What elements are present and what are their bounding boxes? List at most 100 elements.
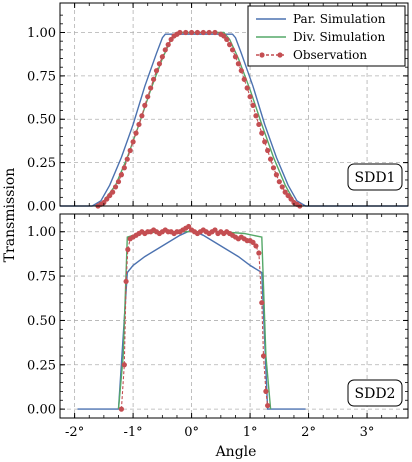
- observation-point: [177, 29, 183, 36]
- observation-point: [150, 76, 157, 82]
- observation-line: [120, 225, 269, 410]
- observation-point: [124, 156, 130, 162]
- observation-point: [262, 139, 268, 145]
- y-axis-label: Transmission: [2, 168, 18, 263]
- y-tick-label: 1.00: [27, 225, 56, 240]
- observation-point: [288, 196, 294, 202]
- observation-point: [110, 189, 116, 195]
- observation-point: [165, 42, 171, 48]
- observation-point: [118, 172, 125, 178]
- observation-point: [282, 189, 288, 195]
- observation-point: [235, 61, 241, 67]
- observation-point: [253, 113, 259, 119]
- observation-point: [256, 250, 262, 256]
- observation-point: [104, 196, 110, 202]
- observation-point: [212, 227, 218, 233]
- axes-frame: [59, 213, 409, 419]
- observation-point: [125, 246, 131, 253]
- x-tick-label: 1°: [243, 425, 258, 440]
- observation-point: [112, 184, 119, 190]
- y-tick-label: 0.75: [27, 270, 56, 285]
- observation-point: [162, 47, 168, 53]
- observation-point: [265, 402, 271, 409]
- y-tick-label: 1.00: [27, 26, 56, 41]
- y-tick-label: 0.50: [27, 113, 56, 128]
- observation-legend-marker: [277, 52, 283, 58]
- axes-frame: [59, 2, 409, 207]
- observation-point: [130, 139, 136, 145]
- observation-point: [265, 147, 271, 154]
- y-tick-label: 0.25: [27, 156, 56, 171]
- y-tick-label: 0.75: [27, 69, 56, 84]
- observation-point: [279, 184, 285, 190]
- observation-point: [224, 36, 230, 43]
- observation-point: [200, 29, 206, 36]
- legend-entry: Div. Simulation: [293, 30, 385, 44]
- observation-point: [156, 61, 163, 67]
- observation-point: [267, 156, 274, 162]
- observation-point: [115, 179, 122, 185]
- observation-point: [256, 121, 262, 128]
- observation-point: [183, 29, 189, 36]
- x-tick-label: -2°: [65, 425, 84, 440]
- observation-point: [221, 33, 227, 39]
- observation-point: [276, 179, 282, 185]
- legend-entry: Observation: [293, 48, 367, 62]
- observation-point: [153, 68, 160, 74]
- observation-point: [136, 121, 142, 128]
- observation-point: [145, 94, 151, 100]
- observation-point: [259, 130, 265, 136]
- observation-point: [241, 76, 247, 82]
- observation-legend-marker: [259, 52, 265, 58]
- y-tick-label: 0.50: [27, 314, 56, 329]
- observation-point: [244, 85, 250, 91]
- legend: Par. Simulation Div. Simulation Observatio…: [247, 5, 406, 67]
- observation-point: [168, 36, 174, 43]
- panel-label: SDD2: [355, 386, 396, 402]
- observation-point: [121, 165, 127, 171]
- observation-point: [101, 199, 107, 206]
- observation-point: [194, 29, 201, 36]
- x-axis-label: Angle: [215, 444, 257, 460]
- panel-label: SDD1: [355, 170, 396, 186]
- observation-point: [227, 42, 233, 48]
- observation-point: [121, 362, 127, 368]
- y-tick-label: 0.00: [27, 200, 56, 215]
- observation-point: [123, 278, 129, 285]
- observation-point: [250, 102, 256, 108]
- observation-point: [148, 85, 154, 91]
- observation-point: [273, 172, 280, 178]
- observation-point: [250, 239, 256, 245]
- observation-point: [118, 406, 125, 412]
- panel-label-box: [347, 163, 403, 191]
- observation-point: [263, 388, 269, 394]
- observation-point: [229, 47, 236, 53]
- x-tick-label: 2°: [301, 425, 316, 440]
- observation-point: [285, 192, 291, 199]
- observation-point: [186, 223, 192, 230]
- observation-point: [212, 29, 218, 36]
- legend-frame: [247, 5, 406, 67]
- panel-sdd2: 0.00 0.25 0.50 0.75 1.00 -2° -1° 0° 1° 2° 3° SDD2: [27, 213, 409, 440]
- x-tick-label: 3°: [360, 425, 375, 440]
- observation-point: [260, 353, 267, 359]
- observation-point: [139, 113, 145, 119]
- observation-point: [270, 165, 277, 171]
- observation-point: [188, 29, 195, 36]
- x-tick-label: 0°: [184, 425, 199, 440]
- observation-point: [142, 102, 148, 108]
- observation-point: [247, 94, 253, 100]
- observation-point: [107, 192, 113, 199]
- panel-label-box: [347, 379, 403, 407]
- observation-point: [159, 54, 165, 60]
- observation-point: [238, 68, 244, 74]
- observation-point: [127, 147, 133, 154]
- x-tick-label: -1°: [124, 425, 143, 440]
- observation-point: [253, 243, 259, 249]
- legend-entry: Par. Simulation: [293, 12, 386, 26]
- observation-point: [206, 29, 212, 36]
- observation-point: [133, 130, 139, 136]
- observation-point: [259, 300, 265, 306]
- observation-point: [232, 54, 239, 60]
